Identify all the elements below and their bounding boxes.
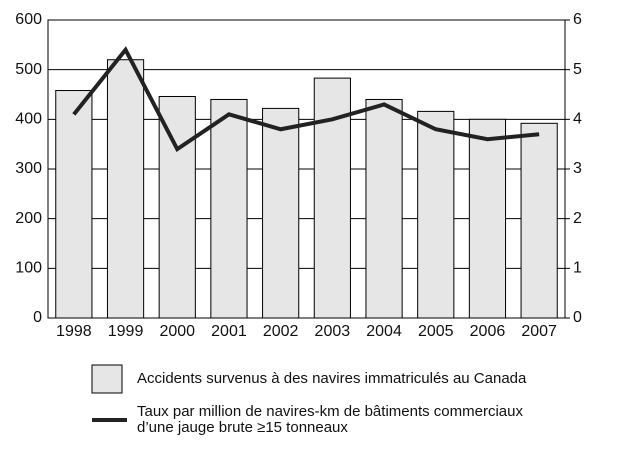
legend-swatch — [91, 364, 123, 394]
y2-tick-label: 2 — [573, 210, 582, 227]
line-series — [72, 46, 540, 153]
x-tick-label: 2001 — [211, 323, 247, 340]
legend-label: Accidents survenus à des navires immatri… — [137, 370, 527, 387]
bar — [262, 107, 300, 319]
x-tick-label: 2006 — [470, 323, 506, 340]
bar — [468, 118, 507, 319]
x-tick-label: 2003 — [315, 323, 351, 340]
y-tick-label: 300 — [15, 160, 42, 177]
y2-tick-label: 5 — [573, 61, 582, 78]
bar — [417, 110, 455, 319]
y2-tick-label: 6 — [573, 11, 582, 28]
bar — [158, 95, 196, 319]
bar — [106, 59, 145, 319]
bar — [210, 98, 248, 319]
x-tick-label: 2007 — [521, 323, 557, 340]
bar — [55, 90, 93, 319]
y-tick-label: 200 — [15, 210, 42, 227]
x-tick-label: 1999 — [108, 323, 144, 340]
y2-tick-label: 4 — [573, 111, 582, 128]
bar — [365, 98, 403, 319]
x-tick-label: 2002 — [263, 323, 299, 340]
bar — [520, 122, 558, 319]
y-tick-label: 400 — [15, 111, 42, 128]
plot-frame — [47, 19, 566, 319]
x-tick-label: 2000 — [159, 323, 195, 340]
y2-tick-label: 3 — [573, 160, 582, 177]
y-tick-label: 500 — [15, 61, 42, 78]
x-tick-label: 2004 — [366, 323, 402, 340]
y-tick-label: 0 — [33, 309, 42, 326]
y-tick-label: 100 — [15, 260, 42, 277]
y2-tick-label: 1 — [573, 260, 582, 277]
y2-tick-label: 0 — [573, 309, 582, 326]
legend-label: Taux par million de navires-km de bâtime… — [137, 403, 523, 436]
x-tick-label: 2005 — [418, 323, 454, 340]
y-tick-label: 600 — [15, 11, 42, 28]
x-tick-label: 1998 — [56, 323, 92, 340]
